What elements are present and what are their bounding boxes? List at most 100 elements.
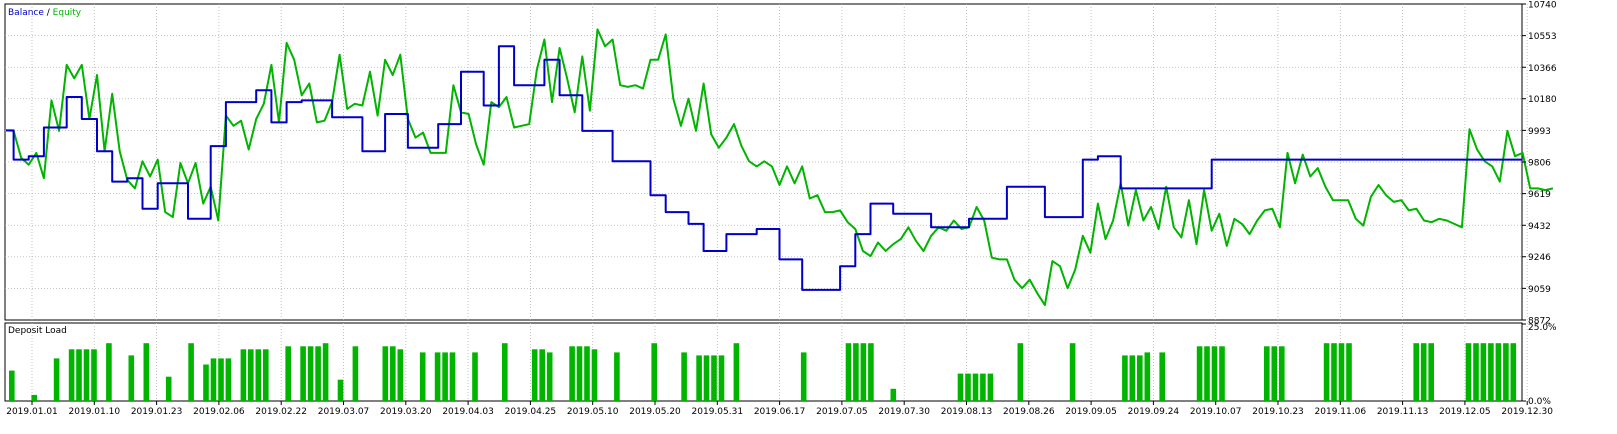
deposit-bar: [965, 373, 971, 401]
deposit-bar: [1211, 346, 1218, 401]
deposit-bar: [703, 355, 710, 401]
deposit-bar: [546, 352, 553, 401]
deposit-bar: [53, 358, 60, 401]
deposit-bar: [1510, 343, 1517, 401]
deposit-bar: [390, 346, 396, 401]
deposit-bar: [569, 346, 575, 401]
deposit-bar: [1069, 343, 1076, 401]
y-tick-label: 10180: [1528, 95, 1557, 105]
deposit-bar: [531, 349, 538, 401]
deposit-bar: [1137, 355, 1143, 401]
deposit-bar: [382, 346, 389, 401]
y-tick-label: 9246: [1528, 253, 1551, 263]
deposit-bar: [1338, 343, 1345, 401]
deposit-bar: [890, 388, 897, 401]
deposit-bar: [860, 343, 867, 401]
y-tick-label: 10553: [1528, 32, 1557, 42]
deposit-bar: [203, 364, 209, 401]
deposit-bar: [591, 349, 598, 401]
deposit-bar: [1488, 343, 1494, 401]
deposit-y-tick-label: 25.0%: [1528, 323, 1557, 333]
deposit-bar: [972, 373, 979, 401]
deposit-bar: [1196, 346, 1203, 401]
x-tick-label: 2019.02.22: [255, 407, 307, 417]
deposit-bar: [1428, 343, 1434, 401]
deposit-bar: [218, 358, 224, 401]
x-tick-label: 2019.04.25: [505, 407, 557, 417]
deposit-bar: [718, 355, 725, 401]
deposit-bar: [210, 358, 217, 401]
x-tick-label: 2019.09.24: [1128, 407, 1180, 417]
y-tick-label: 9059: [1528, 285, 1551, 295]
deposit-bars: [9, 343, 1517, 401]
x-tick-label: 2019.05.20: [629, 407, 681, 417]
x-tick-label: 2019.06.17: [754, 407, 806, 417]
deposit-bar: [1271, 346, 1278, 401]
deposit-bar: [106, 343, 112, 401]
deposit-bar: [614, 352, 620, 401]
deposit-bar: [539, 349, 545, 401]
x-tick-label: 2019.01.01: [6, 407, 58, 417]
deposit-plot-frame: [4, 322, 1523, 402]
x-tick-label: 2019.11.06: [1315, 407, 1367, 417]
deposit-bar: [733, 343, 740, 401]
deposit-bar: [263, 349, 269, 401]
deposit-bar: [83, 349, 90, 401]
deposit-bar: [980, 373, 986, 401]
deposit-bar: [68, 349, 75, 401]
deposit-bar: [845, 343, 852, 401]
deposit-bar: [434, 352, 441, 401]
deposit-bar: [472, 352, 478, 401]
deposit-bar: [1420, 343, 1427, 401]
deposit-bar: [1480, 343, 1487, 401]
series-line-balance: [6, 45, 1523, 291]
y-tick-label: 9619: [1528, 190, 1551, 200]
deposit-bar: [91, 349, 97, 401]
deposit-bar: [868, 343, 874, 401]
deposit-bar: [248, 349, 254, 401]
x-tick-label: 2019.01.23: [131, 407, 183, 417]
deposit-bar: [31, 394, 37, 401]
x-tick-label: 2019.01.10: [69, 407, 121, 417]
deposit-bar: [188, 343, 194, 401]
deposit-bar: [397, 349, 404, 401]
series-line-equity: [5, 28, 1554, 307]
y-tick-label: 10366: [1528, 64, 1557, 74]
x-tick-label: 2019.07.05: [816, 407, 868, 417]
deposit-bar: [449, 352, 456, 401]
x-tick-label: 2019.10.07: [1190, 407, 1242, 417]
deposit-bar: [1129, 355, 1136, 401]
legend-balance: Balance: [8, 8, 44, 18]
deposit-bar: [76, 349, 82, 401]
y-tick-label: 9432: [1528, 222, 1551, 232]
y-axis-main: 8872 9059 9246 9432 9619 9806 9993 10180 10366 10…: [1522, 1, 1557, 327]
y-tick-label: 8872: [1528, 317, 1551, 327]
deposit-bar: [651, 343, 657, 401]
deposit-bar: [1159, 352, 1165, 401]
deposit-bar: [1279, 346, 1285, 401]
deposit-bar: [681, 352, 687, 401]
x-tick-label: 2019.08.26: [1003, 407, 1055, 417]
x-axis: 2019.01.01 2019.01.10 2019.01.23 2019.02.06…: [6, 401, 1553, 417]
x-tick-label: 2019.05.10: [567, 407, 619, 417]
x-tick-label: 2019.09.05: [1065, 407, 1117, 417]
deposit-bar: [285, 346, 291, 401]
x-tick-label: 2019.12.05: [1439, 407, 1491, 417]
x-tick-label: 2019.07.30: [878, 407, 930, 417]
deposit-bar: [1465, 343, 1472, 401]
deposit-bar: [1204, 346, 1210, 401]
x-tick-label: 2019.04.03: [442, 407, 494, 417]
y-tick-label: 9993: [1528, 127, 1551, 137]
deposit-bar: [1144, 352, 1151, 401]
deposit-bar: [128, 355, 135, 401]
x-tick-label: 2019.12.30: [1501, 407, 1553, 417]
x-tick-label: 2019.02.06: [193, 407, 245, 417]
deposit-bar: [502, 343, 508, 401]
deposit-bar: [255, 349, 262, 401]
deposit-bar: [1219, 346, 1225, 401]
deposit-load-title: Deposit Load: [8, 326, 67, 336]
deposit-bar: [1264, 346, 1270, 401]
deposit-bar: [1346, 343, 1352, 401]
